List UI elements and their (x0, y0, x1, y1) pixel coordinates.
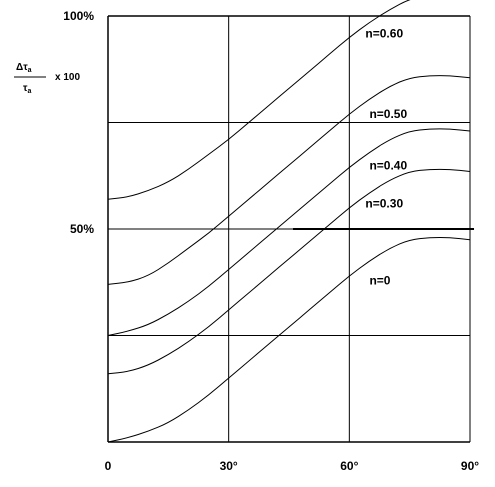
x-tick-label: 30° (220, 459, 238, 473)
series-line (107, 236, 471, 443)
y-axis-label-multiplier: x 100 (55, 72, 80, 83)
labels-layer: 0 30° 60° 90° 50% 100% n=0.60 n=0.50 n=0.40 n=0.3… (63, 9, 479, 473)
y-tick-label: 100% (63, 9, 94, 23)
series-label: n=0.50 (369, 107, 407, 121)
y-axis-label-numerator: Δτa (16, 62, 32, 74)
y-axis-label-denominator: τa (23, 83, 31, 95)
series-line (107, 75, 471, 285)
y-tick-label: 50% (70, 222, 94, 236)
series-layer (107, 0, 471, 443)
series-label: n=0.40 (369, 158, 407, 172)
axes-layer (107, 16, 475, 443)
y-axis-label: Δτa τa x 100 (14, 62, 80, 95)
series-label: n=0 (369, 273, 390, 287)
series-label: n=0.30 (365, 197, 403, 211)
x-tick-label: 0 (105, 459, 112, 473)
series-label: n=0.60 (365, 26, 403, 40)
series-line (107, 0, 411, 200)
series-line (107, 168, 471, 375)
series-line (107, 128, 471, 336)
x-tick-label: 90° (461, 459, 479, 473)
x-tick-label: 60° (340, 459, 358, 473)
